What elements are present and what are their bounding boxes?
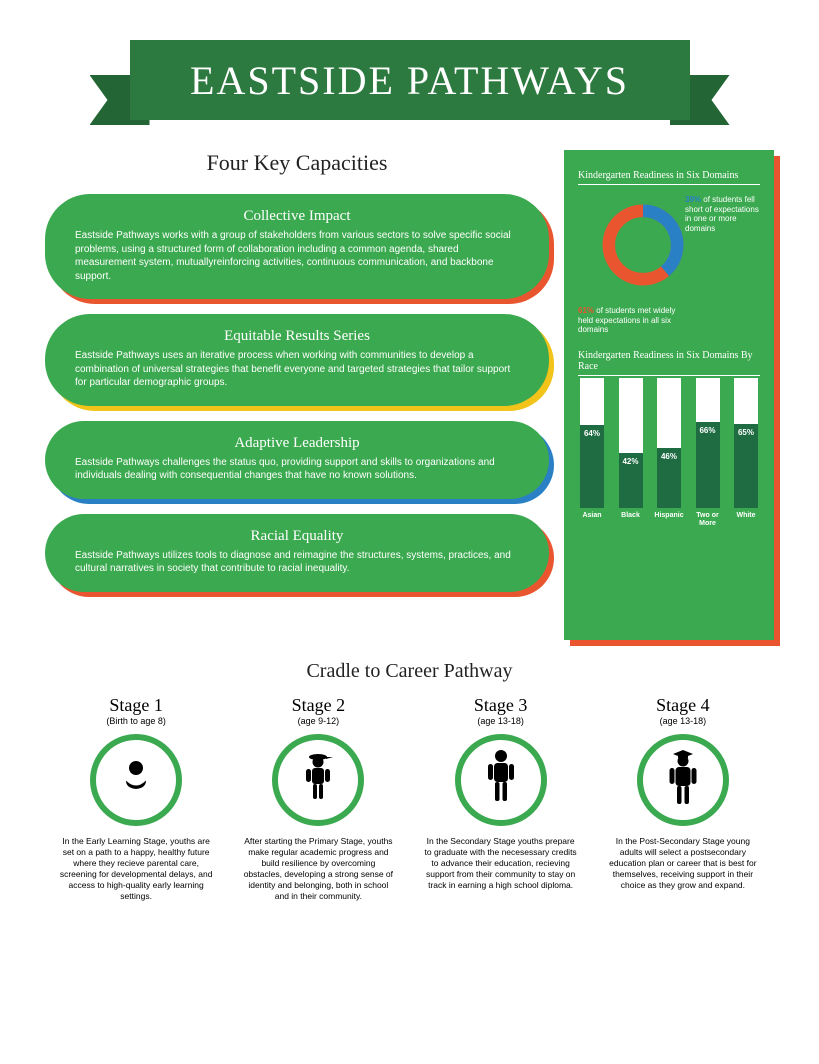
stage-icon-circle [90, 734, 182, 826]
bar-fill: 42% [619, 453, 643, 508]
bar-asian: 64% Asian [578, 378, 606, 526]
capacity-title: Adaptive Leadership [75, 435, 519, 452]
bar-fill: 64% [580, 425, 604, 508]
capacity-card-1: Equitable Results Series Eastside Pathwa… [45, 314, 549, 406]
bar-outer: 46% [657, 378, 681, 508]
banner-main: EASTSIDE PATHWAYS [130, 40, 690, 120]
bar-outer: 66% [696, 378, 720, 508]
bar-black: 42% Black [617, 378, 645, 526]
donut-label-short: 39% of students fell short of expectatio… [685, 195, 760, 233]
pct-met: 61% [578, 306, 594, 315]
stage-2: Stage 2 (age 9-12) After starting the Pr… [237, 695, 399, 902]
bar-fill: 66% [696, 422, 720, 508]
bar-fill: 65% [734, 424, 758, 509]
pathway-section: Cradle to Career Pathway Stage 1 (Birth … [0, 640, 819, 902]
bar-value: 66% [699, 422, 715, 435]
bar-outer: 42% [619, 378, 643, 508]
capacity-text: Eastside Pathways uses an iterative proc… [75, 349, 519, 390]
bars-chart-title: Kindergarten Readiness in Six Domains By… [578, 350, 760, 376]
bar-label: White [736, 512, 755, 526]
stage-description: In the Secondary Stage youths prepare to… [420, 836, 582, 891]
donut-svg [598, 200, 688, 290]
capacity-card-2: Adaptive Leadership Eastside Pathways ch… [45, 421, 549, 499]
bar-value: 64% [584, 425, 600, 438]
stage-person-icon [111, 753, 161, 808]
donut-chart: 39% of students fell short of expectatio… [578, 195, 760, 325]
stage-age: (Birth to age 8) [55, 716, 217, 726]
stage-1: Stage 1 (Birth to age 8) In the Early Le… [55, 695, 217, 902]
stage-icon-circle [637, 734, 729, 826]
bar-two-or-more: 66% Two or More [694, 378, 722, 526]
capacity-body: Racial Equality Eastside Pathways utiliz… [45, 514, 549, 592]
capacity-body: Equitable Results Series Eastside Pathwa… [45, 314, 549, 406]
banner-title: EASTSIDE PATHWAYS [190, 57, 629, 104]
stage-description: In the Early Learning Stage, youths are … [55, 836, 217, 902]
capacity-text: Eastside Pathways utilizes tools to diag… [75, 549, 519, 576]
capacities-heading: Four Key Capacities [45, 150, 549, 176]
bars-chart: 64% Asian 42% Black 46% Hispanic 66% Two… [578, 386, 760, 526]
stage-name: Stage 2 [237, 695, 399, 716]
stage-icon-circle [455, 734, 547, 826]
bar-value: 46% [661, 448, 677, 461]
capacities-column: Four Key Capacities Collective Impact Ea… [45, 150, 549, 640]
bar-label: Hispanic [654, 512, 683, 526]
bar-label: Two or More [694, 512, 722, 526]
stage-name: Stage 1 [55, 695, 217, 716]
donut-chart-title: Kindergarten Readiness in Six Domains [578, 170, 760, 185]
bar-fill: 46% [657, 448, 681, 508]
stage-person-icon [476, 747, 526, 814]
pathway-title: Cradle to Career Pathway [55, 660, 764, 683]
stage-description: After starting the Primary Stage, youths… [237, 836, 399, 902]
main-content: Four Key Capacities Collective Impact Ea… [0, 120, 819, 640]
capacity-card-3: Racial Equality Eastside Pathways utiliz… [45, 514, 549, 592]
bar-outer: 65% [734, 378, 758, 508]
stages-row: Stage 1 (Birth to age 8) In the Early Le… [55, 695, 764, 902]
bar-outer: 64% [580, 378, 604, 508]
capacity-body: Adaptive Leadership Eastside Pathways ch… [45, 421, 549, 499]
capacity-title: Equitable Results Series [75, 328, 519, 345]
capacity-card-0: Collective Impact Eastside Pathways work… [45, 194, 549, 299]
stage-age: (age 13-18) [602, 716, 764, 726]
sidebar-wrap: Kindergarten Readiness in Six Domains 39… [564, 150, 774, 640]
stage-age: (age 9-12) [237, 716, 399, 726]
title-banner: EASTSIDE PATHWAYS [100, 40, 720, 120]
bar-white: 65% White [732, 378, 760, 526]
bars-block: Kindergarten Readiness in Six Domains By… [578, 350, 760, 526]
stage-person-icon [658, 747, 708, 814]
stage-icon-circle [272, 734, 364, 826]
capacity-title: Racial Equality [75, 528, 519, 545]
capacity-text: Eastside Pathways works with a group of … [75, 229, 519, 283]
bar-value: 65% [738, 424, 754, 437]
stage-description: In the Post-Secondary Stage young adults… [602, 836, 764, 891]
capacity-body: Collective Impact Eastside Pathways work… [45, 194, 549, 299]
stage-4: Stage 4 (age 13-18) In the Post-Secondar… [602, 695, 764, 902]
bar-value: 42% [622, 453, 638, 466]
bar-label: Black [621, 512, 640, 526]
sidebar: Kindergarten Readiness in Six Domains 39… [564, 150, 774, 640]
pct-short: 39% [685, 195, 701, 204]
bar-label: Asian [582, 512, 601, 526]
capacity-title: Collective Impact [75, 208, 519, 225]
stage-age: (age 13-18) [420, 716, 582, 726]
stage-person-icon [293, 748, 343, 813]
stage-3: Stage 3 (age 13-18) In the Secondary Sta… [420, 695, 582, 902]
stage-name: Stage 3 [420, 695, 582, 716]
bar-hispanic: 46% Hispanic [655, 378, 683, 526]
capacity-text: Eastside Pathways challenges the status … [75, 456, 519, 483]
stage-name: Stage 4 [602, 695, 764, 716]
donut-label-met: 61% of students met widely held expectat… [578, 306, 678, 335]
